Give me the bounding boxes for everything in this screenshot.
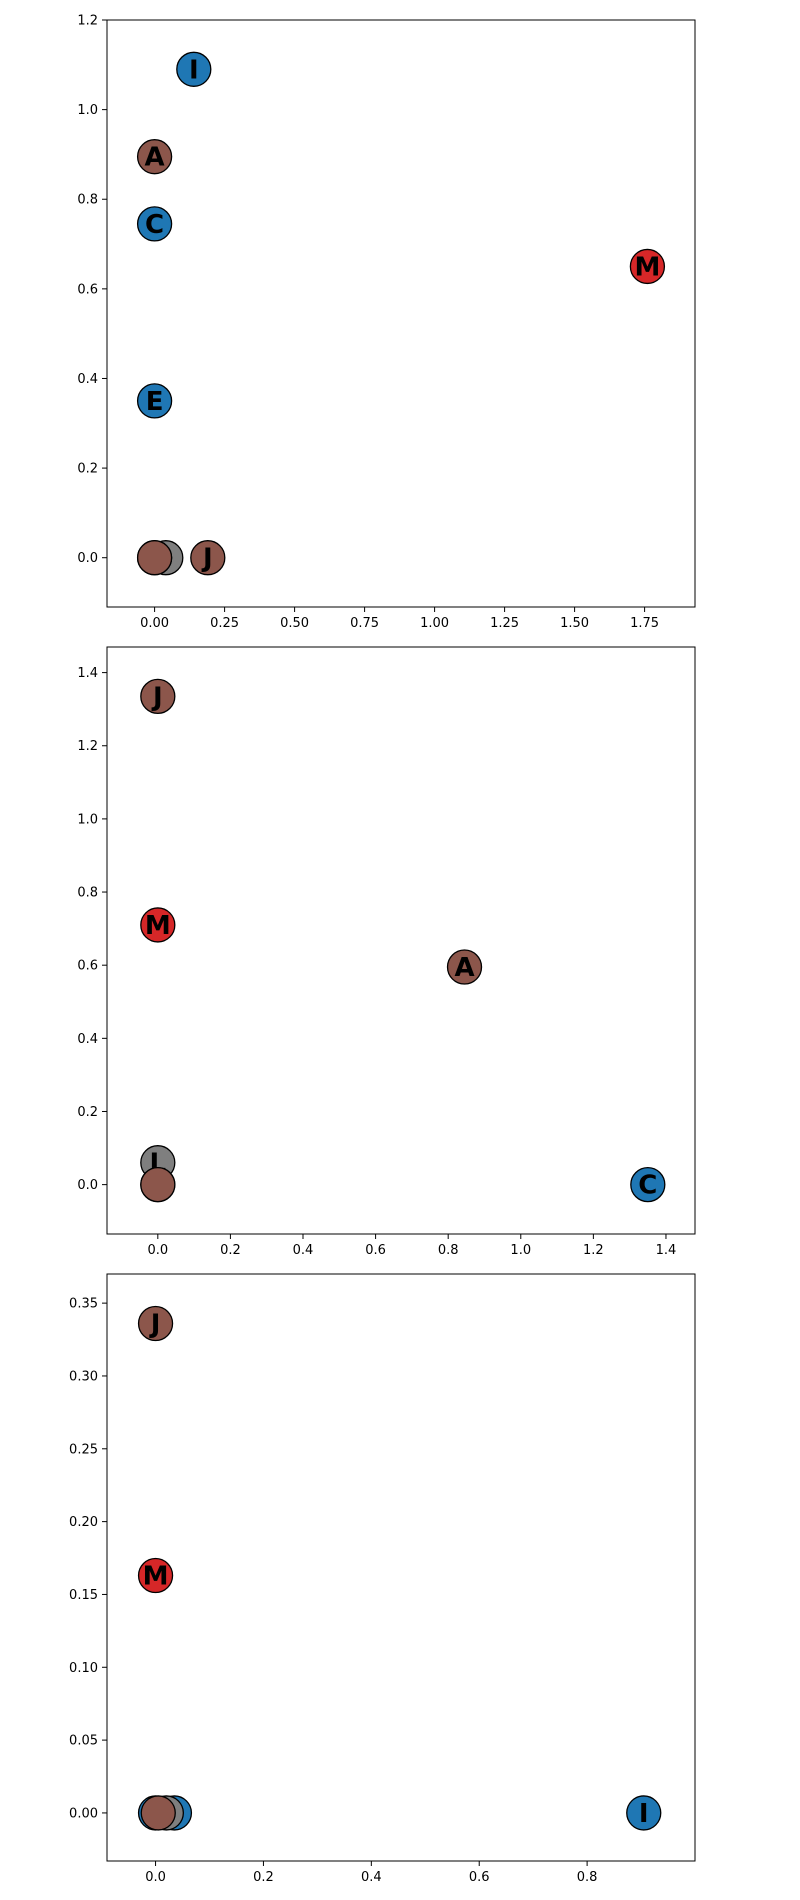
scatter-point [446,949,483,985]
axes-frame [106,646,696,1235]
point-label: C [638,1171,657,1201]
y-tick-label: 0.2 [77,462,98,477]
scatter-point [136,383,173,419]
x-tick-label: 0.2 [253,1870,274,1885]
scatter-point [140,907,176,943]
y-tick-label: 1.2 [77,739,98,754]
y-tick-label: 0.8 [77,193,98,208]
x-tick-label: 0.6 [365,1243,386,1258]
scatter-point [136,540,173,576]
point-label: M [143,1562,169,1592]
y-tick-label: 1.0 [77,103,98,118]
y-tick-label: 0.2 [77,1105,98,1120]
x-tick-label: 0.2 [220,1243,241,1258]
y-tick-label: 0.8 [77,886,98,901]
x-tick-label: 1.0 [510,1243,531,1258]
point-label: M [634,252,660,282]
chart-2: 0.0 0.2 0.4 0.6 0.8 1.0 1.2 1.4 0.0 0.2 0.4 0.6 0.8 1… [77,646,696,1258]
y-tick-label: 0.6 [77,959,98,974]
x-tick-label: 0.0 [145,1870,166,1885]
x-tick-label: 0.4 [361,1870,382,1885]
x-tick-label: 0.8 [577,1870,598,1885]
x-tick-label: 0.00 [140,616,169,631]
x-tick-label: 1.50 [560,616,589,631]
y-tick-label: 0.25 [69,1442,98,1457]
point-label: J [149,1310,161,1340]
scatter-point [140,678,176,715]
scatter-point [137,1557,174,1594]
chart-3: 0.0 0.2 0.4 0.6 0.8 0.00 0.05 0.10 0.15 0.20 0.25 0… [69,1273,696,1885]
point-label: I [189,55,199,85]
y-tick-label: 0.0 [77,551,98,566]
scatter-point [136,206,173,242]
scatter-point [190,540,226,576]
point-label: I [639,1799,649,1829]
x-tick-label: 0.4 [293,1243,314,1258]
x-tick-label: 0.8 [438,1243,459,1258]
y-tick-label: 0.00 [69,1806,98,1821]
y-tick-label: 0.35 [69,1297,98,1312]
scatter-point [137,1305,174,1342]
scatter-point [140,1166,176,1203]
x-tick-label: 0.0 [147,1243,168,1258]
scatter-point [176,51,212,87]
scatter-point [136,139,173,175]
y-tick-label: 0.05 [69,1734,98,1749]
y-tick-label: 0.30 [69,1369,98,1384]
point-label: E [146,387,164,417]
x-tick-label: 0.25 [210,616,239,631]
point-label: J [151,682,163,712]
x-tick-label: 0.6 [469,1870,490,1885]
point-label: A [454,953,474,983]
y-tick-label: 0.4 [77,1032,98,1047]
scatter-point [630,1166,666,1203]
point-label: A [145,143,165,173]
y-tick-label: 0.20 [69,1515,98,1530]
y-tick-label: 1.0 [77,812,98,827]
x-tick-label: 1.75 [630,616,659,631]
x-tick-label: 1.4 [656,1243,677,1258]
point-label: J [201,544,213,574]
axes-frame [106,19,696,608]
scatter-point [629,248,666,285]
scatter-point [626,1795,662,1831]
y-tick-label: 0.15 [69,1588,98,1603]
y-tick-label: 0.4 [77,372,98,387]
point-label: M [145,911,171,941]
y-tick-label: 0.6 [77,282,98,297]
x-tick-label: 0.75 [350,616,379,631]
y-tick-label: 1.2 [77,14,98,29]
y-tick-label: 0.10 [69,1661,98,1676]
axes-frame [106,1273,696,1862]
y-tick-label: 0.0 [77,1178,98,1193]
point-label: C [145,210,164,240]
y-tick-label: 1.4 [77,666,98,681]
scatter-point [140,1795,176,1831]
x-tick-label: 0.50 [280,616,309,631]
x-tick-label: 1.00 [420,616,449,631]
x-tick-label: 1.25 [490,616,519,631]
x-tick-label: 1.2 [583,1243,604,1258]
chart-1: 0.00 0.25 0.50 0.75 1.00 1.25 1.50 1.75 0.0 0.2 0.… [77,14,696,631]
